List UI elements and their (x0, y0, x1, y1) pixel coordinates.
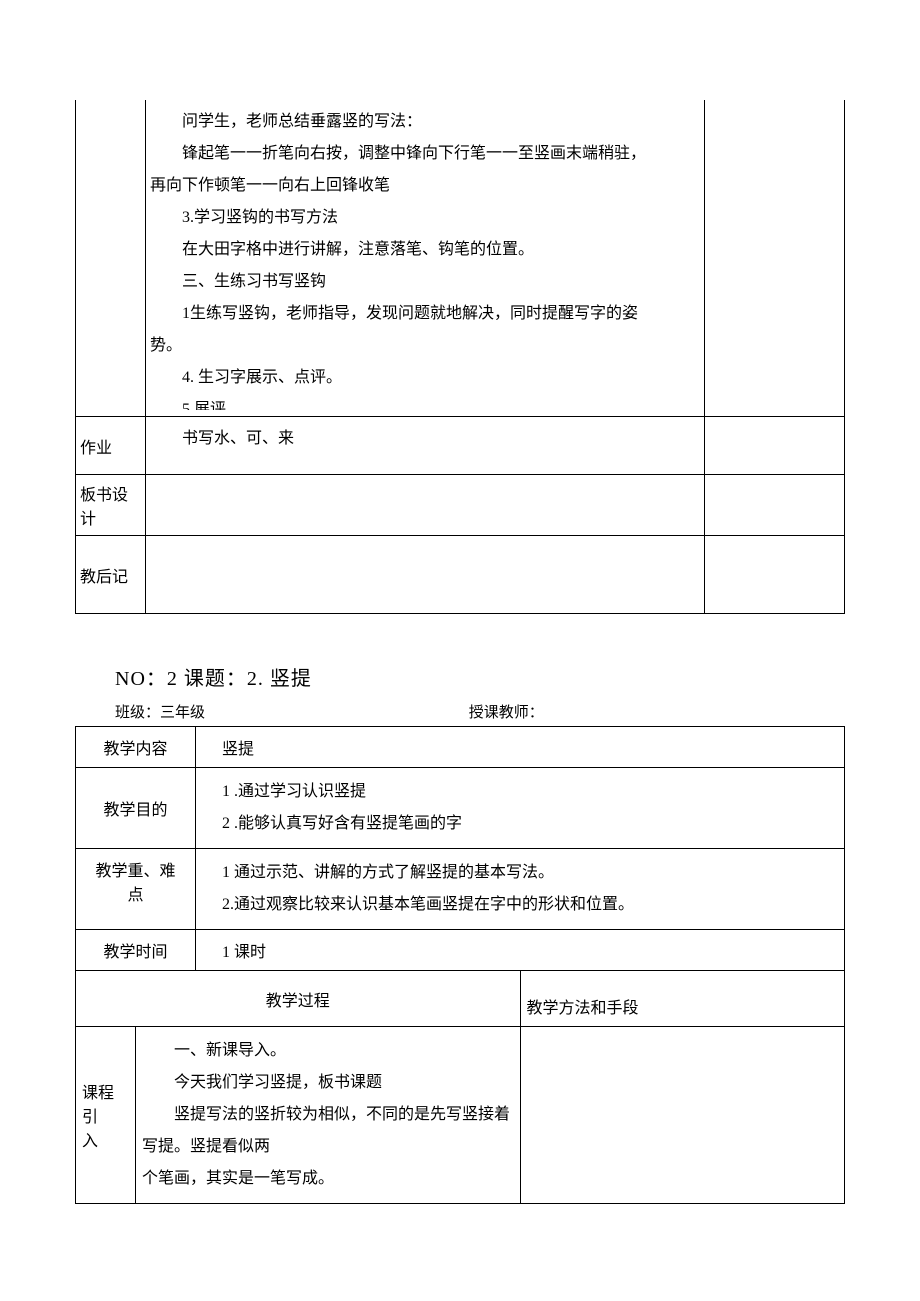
row-keypoint-text: 1 通过示范、讲解的方式了解竖提的基本写法。 2.通过观察比较来认识基本笔画竖提… (196, 849, 845, 930)
content-line: 问学生，老师总结垂露竖的写法： (150, 106, 700, 138)
row-keypoint-label: 教学重、难 点 (76, 849, 196, 930)
board-label-1: 板书设 (80, 481, 141, 505)
content-line-shi: 势。 (150, 330, 700, 362)
intro-label-2: 入 (82, 1127, 129, 1151)
lesson1-table: 问学生，老师总结垂露竖的写法： 锋起笔一一折笔向右按，调整中锋向下行笔一一至竖画… (75, 100, 845, 614)
content-line: 三、生练习书写竖钩 (150, 266, 700, 298)
lesson2-table: 教学内容 竖提 教学目的 1 .通过学习认识竖提 2 .能够认真写好含有竖提笔画… (75, 726, 845, 1204)
content-line: 3.学习竖钩的书写方法 (150, 202, 700, 234)
homework-right-blank (705, 417, 845, 475)
intro-content: 一、新课导入。 今天我们学习竖提，板书课题 竖提写法的竖折较为相似，不同的是先写… (136, 1027, 521, 1204)
time-text: 1 课时 (202, 944, 266, 961)
lesson2-title: NO：2 课题：2. 竖提 (115, 662, 845, 691)
content-line: 在大田字格中进行讲解，注意落笔、钩笔的位置。 (150, 234, 700, 266)
homework-label: 作业 (76, 417, 146, 475)
intro-line: 一、新课导入。 (142, 1035, 514, 1067)
row-goal-label: 教学目的 (76, 768, 196, 849)
process-right-label: 教学方法和手段 (520, 971, 845, 1027)
keypoint-label-1: 教学重、难 (82, 857, 189, 881)
intro-right-blank (520, 1027, 845, 1204)
afterclass-right-blank (705, 536, 845, 614)
goal-line: 1 .通过学习认识竖提 (202, 776, 838, 808)
keypoint-line: 1 通过示范、讲解的方式了解竖提的基本写法。 (202, 857, 838, 889)
board-cell (146, 475, 705, 536)
process-label: 教学过程 (76, 971, 521, 1027)
homework-text: 书写水、可、来 (150, 423, 700, 455)
homework-cell: 书写水、可、来 (146, 417, 705, 475)
content-text: 竖提 (202, 741, 254, 758)
row-content-label: 教学内容 (76, 727, 196, 768)
afterclass-label: 教后记 (76, 536, 146, 614)
lesson2-subline: 班级：三年级 授课教师： (115, 701, 845, 722)
intro-line: 竖提写法的竖折较为相似，不同的是先写竖接着写提。竖提看似两 (142, 1099, 514, 1163)
lesson1-content-cell: 问学生，老师总结垂露竖的写法： 锋起笔一一折笔向右按，调整中锋向下行笔一一至竖画… (146, 100, 705, 417)
content-line: 1生练写竖钩，老师指导，发现问题就地解决，同时提醒写字的姿 (150, 298, 700, 330)
intro-label-1: 课程引 (82, 1079, 129, 1127)
keypoint-line: 2.通过观察比较来认识基本笔画竖提在字中的形状和位置。 (202, 889, 838, 921)
teacher-label: 授课教师： (469, 701, 544, 722)
goal-line: 2 .能够认真写好含有竖提笔画的字 (202, 808, 838, 840)
row-content-text: 竖提 (196, 727, 845, 768)
board-label-2: 计 (80, 505, 141, 529)
content-line: 4. 生习字展示、点评。 (150, 362, 700, 394)
board-right-blank (705, 475, 845, 536)
intro-line: 个笔画，其实是一笔写成。 (142, 1163, 514, 1195)
content-line-noindent: 再向下作顿笔一一向右上回锋收笔 (150, 170, 700, 202)
class-label: 班级：三年级 (115, 705, 205, 721)
lesson1-left-blank (76, 100, 146, 417)
content-line: 锋起笔一一折笔向右按，调整中锋向下行笔一一至竖画末端稍驻， (150, 138, 700, 170)
afterclass-cell (146, 536, 705, 614)
intro-label: 课程引 入 (76, 1027, 136, 1204)
intro-line: 今天我们学习竖提，板书课题 (142, 1067, 514, 1099)
board-label: 板书设 计 (76, 475, 146, 536)
keypoint-label-2: 点 (82, 881, 189, 905)
row-goal-text: 1 .通过学习认识竖提 2 .能够认真写好含有竖提笔画的字 (196, 768, 845, 849)
row-time-text: 1 课时 (196, 930, 845, 971)
lesson1-right-blank (705, 100, 845, 417)
content-line-cut: 5 展评 (150, 394, 700, 410)
row-time-label: 教学时间 (76, 930, 196, 971)
